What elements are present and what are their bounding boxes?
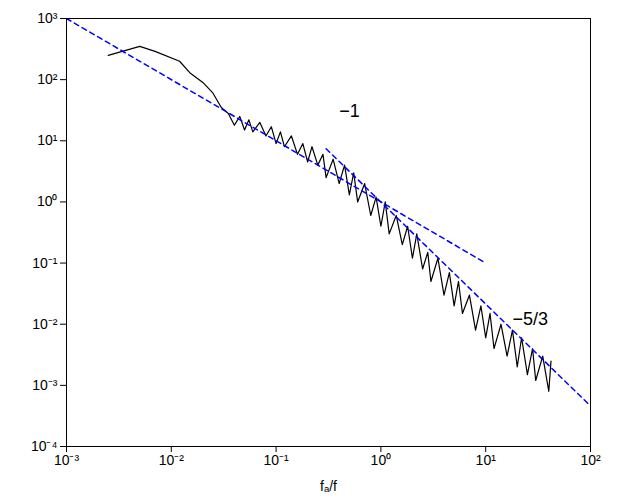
svg-text:10¹: 10¹ — [37, 132, 58, 148]
svg-text:10⁻⁴: 10⁻⁴ — [30, 438, 58, 454]
svg-text:10⁻¹: 10⁻¹ — [32, 255, 58, 271]
svg-text:−1: −1 — [339, 101, 360, 121]
svg-text:10²: 10² — [580, 452, 601, 468]
svg-text:10⁻¹: 10⁻¹ — [263, 452, 289, 468]
svg-text:10⁻²: 10⁻² — [159, 452, 185, 468]
svg-text:10²: 10² — [37, 71, 58, 87]
svg-text:−5/3: −5/3 — [512, 309, 548, 329]
svg-text:10⁻²: 10⁻² — [32, 316, 58, 332]
svg-text:10¹: 10¹ — [476, 452, 497, 468]
svg-text:10⁻³: 10⁻³ — [32, 377, 58, 393]
svg-text:10⁰: 10⁰ — [37, 193, 58, 209]
svg-text:10⁻³: 10⁻³ — [54, 452, 80, 468]
svg-text:fₐ/f: fₐ/f — [320, 478, 337, 494]
svg-text:10³: 10³ — [37, 10, 58, 26]
svg-text:10⁰: 10⁰ — [371, 452, 392, 468]
